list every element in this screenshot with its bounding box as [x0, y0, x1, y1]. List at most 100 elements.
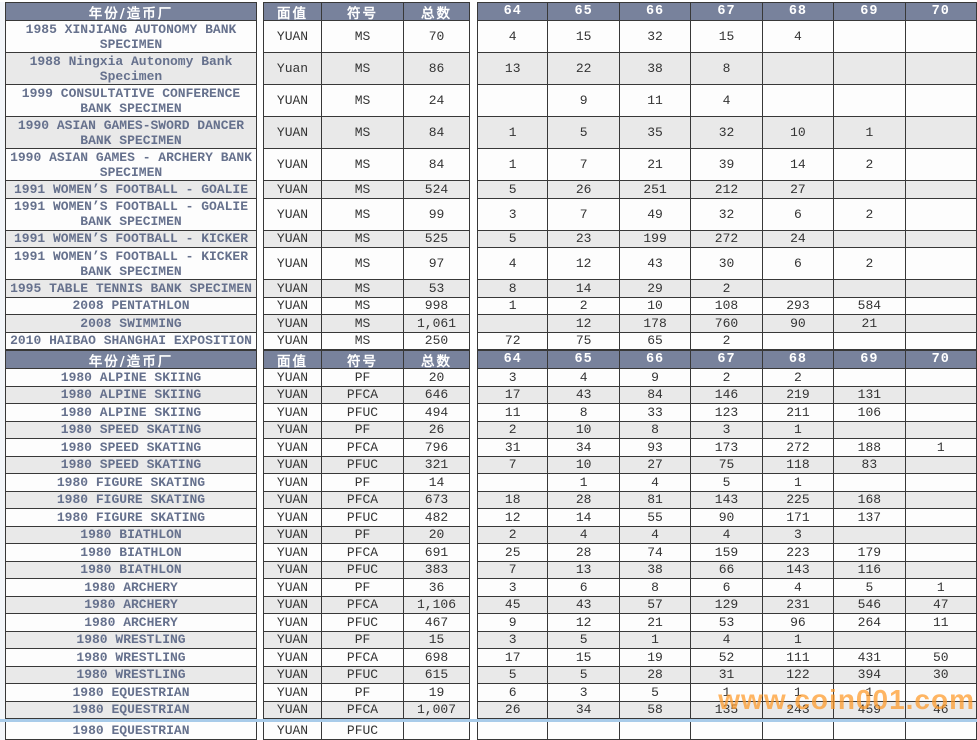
grade-count-cell: 5 [477, 666, 549, 684]
coin-name-cell[interactable]: 1980 BIATHLON [5, 526, 257, 544]
coin-name-cell[interactable]: 1980 BIATHLON [5, 544, 257, 562]
grade-count-cell: 12 [548, 248, 620, 280]
column-gap [470, 332, 477, 350]
grade-count-cell: 32 [619, 21, 692, 53]
grade-count-cell: 123 [691, 404, 763, 422]
grade-count-cell [834, 631, 906, 649]
denomination-cell: YUAN [263, 614, 322, 632]
horizontal-scrollbar[interactable] [0, 719, 977, 722]
grade-count-cell: 43 [548, 596, 620, 614]
grade-count-cell: 5 [619, 684, 692, 702]
coin-name-cell[interactable]: 1980 FIGURE SKATING [5, 474, 257, 492]
grade-count-cell: 8 [691, 53, 763, 85]
coin-name-cell[interactable]: 1980 SPEED SKATING [5, 421, 257, 439]
coin-name-cell[interactable]: 2008 SWIMMING [5, 315, 257, 333]
table-row: 1980 EQUESTRIAN YUAN PF 19 6 3 5 1 1 1 [0, 684, 977, 702]
col-header-grade-65: 65 [548, 2, 620, 21]
grade-count-cell: 12 [477, 509, 549, 527]
left-gutter [0, 332, 5, 350]
coin-name-cell[interactable]: 1980 ALPINE SKIING [5, 369, 257, 387]
coin-name-cell[interactable]: 1980 SPEED SKATING [5, 439, 257, 457]
grade-count-cell [905, 491, 977, 509]
coin-name-cell[interactable]: 1990 ASIAN GAMES - ARCHERY BANK SPECIMEN [5, 149, 257, 181]
grade-count-cell: 2 [834, 198, 906, 231]
total-cell: 84 [404, 149, 470, 181]
grade-count-cell: 13 [477, 53, 549, 85]
coin-name-cell[interactable]: 1988 Ningxia Autonomy Bank Specimen [5, 53, 257, 85]
column-gap [257, 280, 263, 298]
column-gap [257, 439, 263, 457]
column-gap [470, 631, 477, 649]
column-gap [257, 117, 263, 149]
total-cell: 20 [404, 526, 470, 544]
left-gutter [0, 614, 5, 632]
column-gap [470, 526, 477, 544]
grade-count-cell: 212 [691, 181, 763, 199]
coin-name-cell[interactable]: 1980 FIGURE SKATING [5, 491, 257, 509]
grade-count-cell [834, 21, 906, 53]
coin-name-cell[interactable]: 1991 WOMEN’S FOOTBALL - GOALIE [5, 181, 257, 199]
symbol-cell: PF [322, 579, 404, 597]
denomination-cell: YUAN [263, 701, 322, 719]
table-row: 2008 PENTATHLON YUAN MS 998 1 2 10 108 293 584 [0, 297, 977, 315]
grade-count-cell: 75 [691, 456, 763, 474]
denomination-cell: YUAN [263, 117, 322, 149]
table-row: 1991 WOMEN’S FOOTBALL - KICKER BANK SPEC… [0, 248, 977, 280]
symbol-cell: MS [322, 315, 404, 333]
column-gap [470, 404, 477, 422]
grade-count-cell: 8 [477, 280, 549, 298]
grade-count-cell: 4 [691, 85, 763, 117]
left-gutter [0, 350, 5, 369]
grade-count-cell: 2 [691, 280, 763, 298]
coin-name-cell[interactable]: 1980 WRESTLING [5, 666, 257, 684]
coin-name-cell[interactable]: 1995 TABLE TENNIS BANK SPECIMEN [5, 280, 257, 298]
coin-name-cell[interactable]: 1980 WRESTLING [5, 649, 257, 667]
col-header-year-mint: 年份/造币厂 [5, 350, 257, 369]
grade-count-cell: 45 [477, 596, 549, 614]
coin-name-cell[interactable]: 1980 WRESTLING [5, 631, 257, 649]
grade-count-cell: 55 [619, 509, 692, 527]
coin-name-cell[interactable]: 1991 WOMEN’S FOOTBALL - GOALIE BANK SPEC… [5, 198, 257, 231]
coin-name-cell[interactable]: 1980 BIATHLON [5, 561, 257, 579]
coin-name-cell[interactable]: 1980 ARCHERY [5, 614, 257, 632]
total-cell: 673 [404, 491, 470, 509]
grade-count-cell: 32 [691, 117, 763, 149]
coin-name-cell[interactable]: 1980 EQUESTRIAN [5, 722, 257, 740]
grade-count-cell: 9 [477, 614, 549, 632]
coin-name-cell[interactable]: 1980 ARCHERY [5, 579, 257, 597]
grade-count-cell: 4 [762, 579, 835, 597]
column-gap [470, 474, 477, 492]
grade-count-cell: 5 [834, 579, 906, 597]
left-gutter [0, 561, 5, 579]
grade-count-cell: 4 [619, 474, 692, 492]
grade-count-cell: 8 [619, 579, 692, 597]
table-row: 1991 WOMEN’S FOOTBALL - GOALIE YUAN MS 524 5… [0, 181, 977, 199]
column-gap [470, 21, 477, 53]
coin-name-cell[interactable]: 1980 ALPINE SKIING [5, 386, 257, 404]
coin-name-cell[interactable]: 1999 CONSULTATIVE CONFERENCE BANK SPECIM… [5, 85, 257, 117]
grade-count-cell: 28 [619, 666, 692, 684]
coin-name-cell[interactable]: 1980 FIGURE SKATING [5, 509, 257, 527]
grade-count-cell: 4 [619, 526, 692, 544]
coin-name-cell[interactable]: 2008 PENTATHLON [5, 297, 257, 315]
coin-name-cell[interactable]: 1980 EQUESTRIAN [5, 701, 257, 719]
table-row: 1990 ASIAN GAMES - ARCHERY BANK SPECIMEN… [0, 149, 977, 181]
grade-count-cell: 225 [762, 491, 835, 509]
grade-count-cell [905, 280, 977, 298]
column-gap [257, 701, 263, 719]
denomination-cell: YUAN [263, 315, 322, 333]
coin-name-cell[interactable]: 1991 WOMEN’S FOOTBALL - KICKER BANK SPEC… [5, 248, 257, 280]
coin-name-cell[interactable]: 1980 EQUESTRIAN [5, 684, 257, 702]
coin-name-cell[interactable]: 1985 XINJIANG AUTONOMY BANK SPECIMEN [5, 21, 257, 53]
grade-count-cell: 1 [548, 474, 620, 492]
grade-count-cell: 8 [619, 421, 692, 439]
coin-name-cell[interactable]: 1980 ALPINE SKIING [5, 404, 257, 422]
coin-name-cell[interactable]: 1980 ARCHERY [5, 596, 257, 614]
left-gutter [0, 701, 5, 719]
coin-name-cell[interactable]: 1990 ASIAN GAMES-SWORD DANCER BANK SPECI… [5, 117, 257, 149]
grade-count-cell [905, 722, 977, 740]
coin-name-cell[interactable]: 1991 WOMEN’S FOOTBALL - KICKER [5, 230, 257, 248]
coin-name-cell[interactable]: 2010 HAIBAO SHANGHAI EXPOSITION [5, 332, 257, 350]
coin-name-cell[interactable]: 1980 SPEED SKATING [5, 456, 257, 474]
table-row: 1999 CONSULTATIVE CONFERENCE BANK SPECIM… [0, 85, 977, 117]
